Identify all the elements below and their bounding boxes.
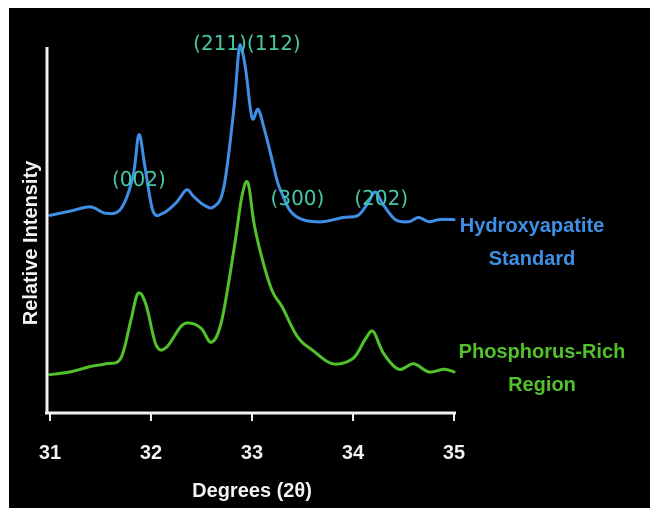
series-label-0: Hydroxyapatite Standard [460,215,605,270]
series-line-1 [48,180,456,377]
peak-annotations: (002) (211)(112) (300) (202) [112,31,408,210]
axes [45,47,456,415]
x-tick-label: 34 [342,442,365,464]
series-label-1: Phosphorus-Rich Region [459,341,626,396]
x-axis-label: Degrees (2θ) [192,480,312,502]
peak-annotation: (002) [112,167,166,191]
x-ticks: 31 32 33 34 35 [39,413,465,464]
chart-background [9,8,650,508]
x-tick-label: 35 [443,442,465,464]
series-group [48,43,456,377]
peak-annotation: (211)(112) [193,31,301,55]
series-labels: Hydroxyapatite Standard Phosphorus-Rich Reg… [459,215,626,396]
x-tick-label: 33 [241,442,263,464]
peak-annotation: (202) [354,186,408,210]
peak-annotation: (300) [271,186,325,210]
y-axis-label: Relative Intensity [20,160,42,325]
series-line-0 [48,43,456,224]
x-tick-label: 31 [39,442,61,464]
x-tick-label: 32 [140,442,162,464]
